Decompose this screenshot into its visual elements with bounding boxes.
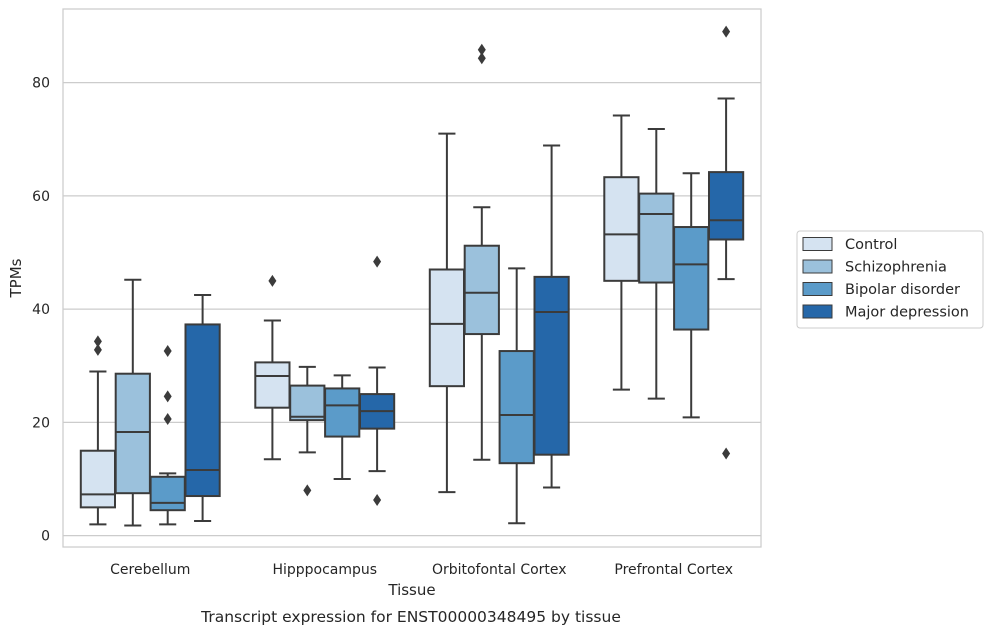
y-tick-label: 0 [41, 529, 50, 545]
box-iqr [324, 387, 361, 438]
gridlines [63, 81, 761, 537]
box-0-0 [79, 335, 117, 526]
outlier-point [477, 43, 486, 56]
box-iqr [254, 361, 291, 409]
box-2-2 [498, 267, 535, 525]
box-0-2 [149, 345, 186, 526]
legend-swatch [802, 237, 833, 251]
box-iqr [707, 171, 745, 241]
legend-swatch [802, 304, 833, 319]
legend-label: Schizophrenia [845, 260, 947, 276]
x-tick-labels: Cerebellum Hipppocampus Orbitofontal Corte… [110, 562, 733, 578]
x-tick-label: Orbitofontal Cortex [432, 562, 567, 578]
box-iqr [498, 350, 535, 465]
box-iqr [184, 323, 221, 498]
legend-frame [796, 230, 984, 329]
box-2-3 [533, 144, 570, 489]
box-1-1 [289, 365, 326, 497]
box-iqr [533, 275, 570, 456]
box-iqr [79, 449, 117, 509]
box-iqr [289, 384, 326, 422]
box-2-0 [428, 132, 466, 494]
outlier-point [477, 52, 486, 65]
box-1-3 [358, 255, 396, 506]
boxes [79, 25, 745, 527]
legend-swatch [802, 282, 833, 296]
outlier-point [303, 484, 312, 497]
legend-label: Major depression [845, 305, 969, 321]
box-iqr [673, 226, 710, 331]
box-1-0 [254, 274, 291, 461]
outlier-point [93, 335, 102, 348]
y-tick-label: 20 [32, 415, 50, 431]
outlier-point [373, 255, 382, 268]
box-3-1 [638, 128, 675, 400]
x-axis-label: Tissue [387, 581, 435, 599]
y-tick-labels: 0 20 40 60 80 [32, 76, 50, 545]
x-tick-label: Cerebellum [110, 562, 190, 578]
box-2-1 [463, 43, 500, 461]
outlier-point [93, 343, 102, 356]
outlier-point [163, 390, 172, 403]
outlier-point [268, 274, 277, 287]
outlier-point [163, 413, 172, 426]
chart-caption: Transcript expression for ENST0000034849… [200, 608, 621, 626]
outlier-point [722, 25, 731, 38]
outlier-point [722, 447, 731, 460]
box-3-3 [707, 25, 745, 460]
box-3-2 [673, 172, 710, 419]
x-tick-label: Prefrontal Cortex [614, 562, 733, 578]
box-0-1 [114, 278, 151, 527]
box-3-0 [603, 114, 640, 391]
legend: Control Schizophrenia Bipolar disorder Majo… [796, 230, 984, 329]
legend-label: Bipolar disorder [845, 282, 960, 298]
legend-swatch [802, 259, 833, 274]
box-iqr [114, 372, 151, 495]
box-iqr [428, 268, 466, 388]
legend-label: Control [845, 237, 897, 253]
y-tick-label: 60 [32, 189, 50, 205]
y-tick-label: 40 [32, 302, 50, 318]
y-tick-label: 80 [32, 76, 50, 92]
box-iqr [463, 244, 500, 336]
outlier-point [373, 493, 382, 506]
box-0-3 [184, 293, 221, 522]
box-iqr [603, 176, 640, 282]
outlier-point [163, 345, 172, 358]
box-iqr [149, 475, 186, 512]
x-tick-label: Hipppocampus [272, 562, 377, 578]
box-iqr [638, 192, 675, 284]
y-axis-label: TPMs [7, 258, 25, 298]
